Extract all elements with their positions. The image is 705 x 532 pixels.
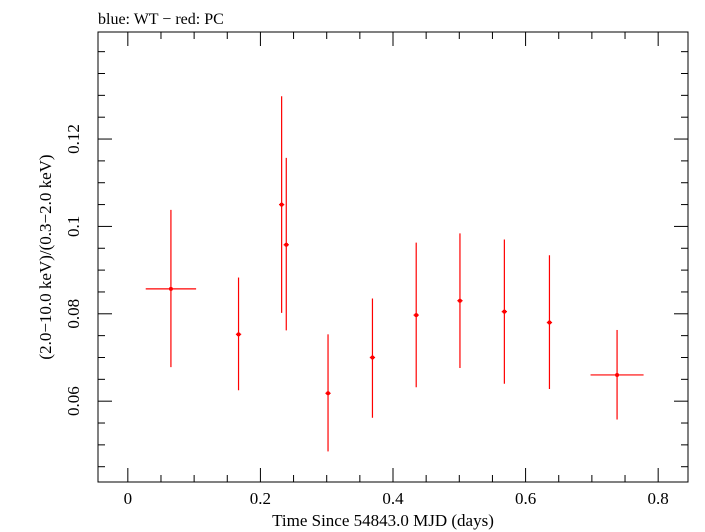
plot-frame (97, 31, 689, 483)
data-point (145, 209, 197, 368)
point-marker (615, 372, 620, 377)
data-point (590, 329, 644, 420)
x-axis-label: Time Since 54843.0 MJD (days) (272, 511, 494, 530)
data-point (501, 239, 508, 384)
x-tick-label: 0.8 (648, 489, 669, 508)
y-tick-label: 0.06 (64, 386, 83, 416)
data-point (546, 255, 553, 389)
x-tick-label: 0.4 (382, 489, 404, 508)
y-tick-labels: 0.06 0.08 0.1 0.12 (64, 124, 83, 416)
y-tick-label: 0.1 (64, 216, 83, 237)
point-marker (547, 320, 552, 325)
point-marker (457, 298, 462, 303)
data-point (235, 277, 242, 391)
data-point (457, 233, 463, 368)
point-marker (279, 202, 284, 207)
x-tick-label: 0 (124, 489, 133, 508)
x-tick-label: 0.6 (515, 489, 536, 508)
data-points (145, 96, 644, 452)
data-point (283, 157, 289, 331)
point-marker (284, 242, 289, 247)
x-tick-label: 0.2 (250, 489, 271, 508)
point-marker (326, 391, 331, 396)
data-point (369, 298, 376, 418)
x-tick-labels: 0 0.2 0.4 0.6 0.8 (124, 489, 669, 508)
chart-title: blue: WT − red: PC (98, 11, 224, 28)
point-marker (370, 355, 375, 360)
y-axis-label: (2.0−10.0 keV)/(0.3−2.0 keV) (36, 154, 55, 359)
y-tick-label: 0.08 (64, 299, 83, 329)
point-marker (502, 309, 507, 314)
point-marker (168, 286, 173, 291)
point-marker (236, 332, 241, 337)
data-point (413, 242, 419, 388)
y-tick-label: 0.12 (64, 124, 83, 154)
point-marker (414, 313, 419, 318)
data-point (278, 96, 285, 313)
axis-ticks (98, 32, 688, 482)
data-point (325, 334, 331, 452)
